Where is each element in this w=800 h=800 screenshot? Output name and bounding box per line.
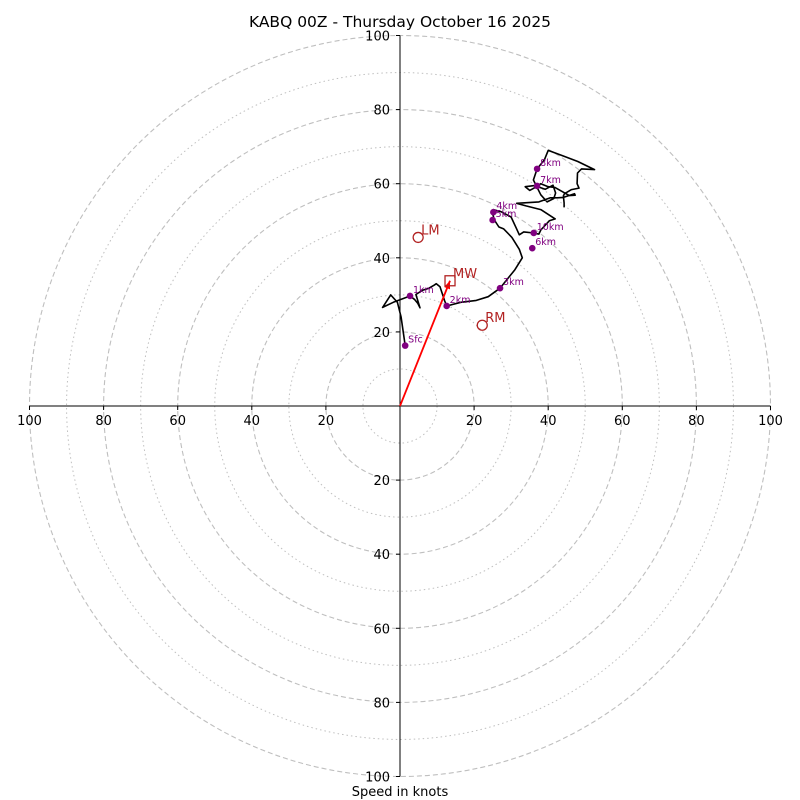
y-tick-label: 60 — [373, 178, 390, 193]
hodograph-trace — [381, 149, 596, 407]
storm-marker-MW — [444, 275, 456, 287]
storm-motion-markers: LM MW RM — [412, 223, 506, 331]
storm-label-RM: RM — [485, 311, 505, 326]
height-marker-8km — [533, 165, 541, 173]
height-marker-2km — [443, 302, 450, 310]
height-marker-Sfc — [401, 342, 409, 349]
storm-label-LM: LM — [421, 223, 439, 238]
mean-wind-arrow — [399, 280, 451, 407]
y-tick-label: 100 — [365, 30, 390, 45]
height-marker-7km — [533, 182, 541, 190]
x-tick-label: 80 — [95, 414, 112, 429]
height-label-1km: 1km — [413, 285, 434, 296]
x-axis-label: Speed in knots — [352, 785, 449, 800]
y-tick-label: 20 — [373, 326, 390, 341]
height-marker-3km — [496, 284, 504, 292]
height-marker-6km — [528, 244, 536, 252]
x-tick-label: 100 — [17, 414, 42, 429]
storm-marker-LM — [412, 231, 424, 244]
height-label-2km: 2km — [450, 295, 471, 306]
y-tick-label: 100 — [365, 771, 390, 786]
height-label-7km: 7km — [540, 175, 561, 186]
height-marker-4km — [490, 208, 497, 216]
y-tick-label: 40 — [373, 252, 390, 267]
x-tick-label: 40 — [540, 414, 557, 429]
storm-label-MW: MW — [453, 267, 477, 282]
y-tick-label: 80 — [373, 104, 390, 119]
height-label-3km: 3km — [503, 277, 524, 288]
x-tick-label: 40 — [244, 414, 261, 429]
height-label-10km: 10km — [537, 222, 564, 233]
x-tick-label: 60 — [614, 414, 631, 429]
x-tick-label: 20 — [318, 414, 335, 429]
mean-wind-arrowhead — [444, 280, 450, 290]
y-tick-label: 60 — [373, 622, 390, 637]
x-tick-label: 80 — [688, 414, 705, 429]
x-tick-label: 60 — [169, 414, 186, 429]
height-label-8km: 8km — [540, 158, 561, 169]
y-tick-label: 80 — [373, 696, 390, 711]
x-tick-label: 20 — [466, 414, 483, 429]
height-marker-1km — [406, 292, 414, 300]
y-tick-label: 40 — [373, 548, 390, 563]
storm-marker-RM — [476, 319, 488, 331]
height-label-5km: 5km — [496, 209, 517, 220]
chart-title: KABQ 00Z - Thursday October 16 2025 — [249, 13, 551, 31]
x-tick-label: 100 — [758, 414, 783, 429]
height-marker-10km — [530, 229, 538, 237]
tick-labels: 100 80 60 40 20 20 40 60 80 100 100 80 60 40 20 20 40 60 8… — [17, 30, 783, 786]
height-marker-5km — [489, 216, 496, 224]
height-label-Sfc: Sfc — [408, 335, 423, 346]
y-tick-label: 20 — [373, 474, 390, 489]
height-label-6km: 6km — [535, 237, 556, 248]
height-label-4km: 4km — [496, 201, 517, 212]
